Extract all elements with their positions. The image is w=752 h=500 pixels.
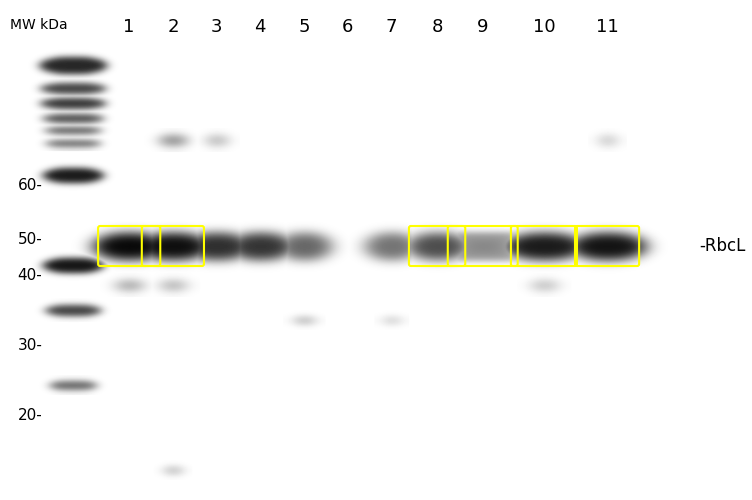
- Text: 60-: 60-: [17, 178, 42, 192]
- Text: 1: 1: [123, 18, 135, 36]
- Text: 4: 4: [255, 18, 266, 36]
- Text: 7: 7: [386, 18, 397, 36]
- Text: 8: 8: [432, 18, 443, 36]
- Text: MW kDa: MW kDa: [10, 18, 68, 32]
- Text: 5: 5: [299, 18, 310, 36]
- Text: 11: 11: [596, 18, 618, 36]
- Text: 40-: 40-: [17, 268, 42, 282]
- Text: 3: 3: [211, 18, 223, 36]
- Text: 50-: 50-: [17, 232, 42, 248]
- Text: 6: 6: [342, 18, 353, 36]
- Text: 30-: 30-: [17, 338, 42, 352]
- Text: 10: 10: [532, 18, 555, 36]
- Text: 20-: 20-: [17, 408, 42, 422]
- Text: 9: 9: [477, 18, 489, 36]
- Text: -RbcL: -RbcL: [699, 237, 746, 255]
- Text: 2: 2: [167, 18, 179, 36]
